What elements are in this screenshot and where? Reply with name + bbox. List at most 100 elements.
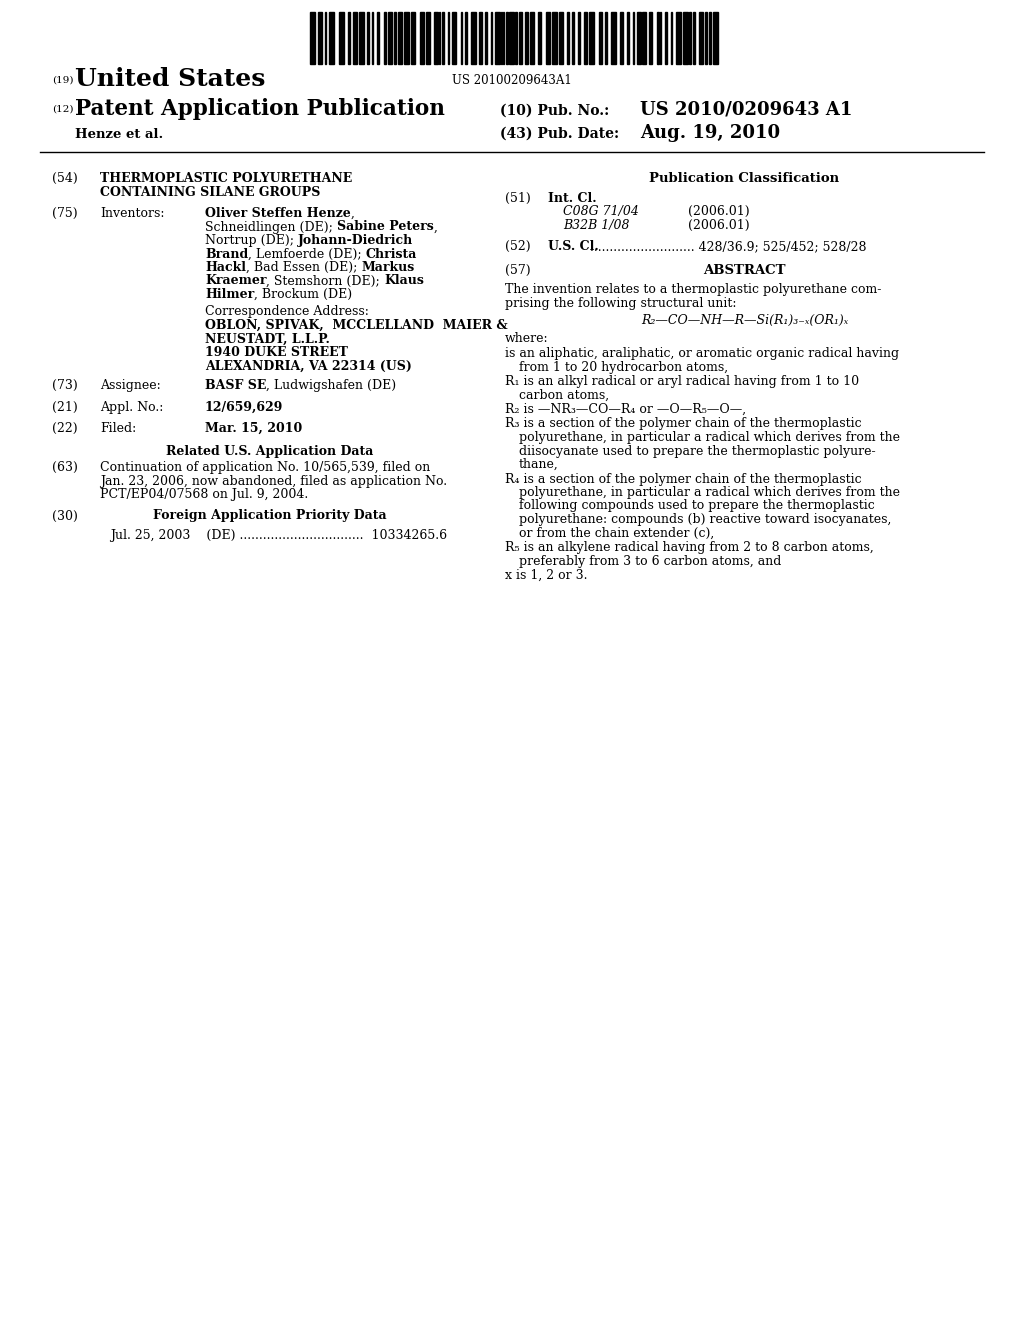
Text: Publication Classification: Publication Classification: [649, 172, 840, 185]
Bar: [515, 12, 517, 63]
Bar: [377, 12, 379, 63]
Text: OBLON, SPIVAK,  MCCLELLAND  MAIER &: OBLON, SPIVAK, MCCLELLAND MAIER &: [205, 319, 508, 333]
Text: , Bad Essen (DE);: , Bad Essen (DE);: [246, 261, 361, 275]
Text: (22): (22): [52, 422, 78, 436]
Text: (57): (57): [505, 264, 530, 276]
Text: Schneidlingen (DE);: Schneidlingen (DE);: [205, 220, 337, 234]
Text: Oliver Steffen Henze: Oliver Steffen Henze: [205, 207, 351, 220]
Bar: [559, 12, 563, 63]
Text: or from the chain extender (c),: or from the chain extender (c),: [519, 527, 715, 540]
Text: BASF SE: BASF SE: [205, 379, 266, 392]
Bar: [699, 12, 703, 63]
Text: CONTAINING SILANE GROUPS: CONTAINING SILANE GROUPS: [100, 186, 321, 198]
Bar: [693, 12, 695, 63]
Text: ,: ,: [351, 207, 354, 220]
Text: , Stemshorn (DE);: , Stemshorn (DE);: [266, 275, 384, 288]
Bar: [589, 12, 594, 63]
Bar: [318, 12, 322, 63]
Bar: [426, 12, 430, 63]
Text: R₃ is a section of the polymer chain of the thermoplastic: R₃ is a section of the polymer chain of …: [505, 417, 861, 430]
Bar: [599, 12, 602, 63]
Text: 12/659,629: 12/659,629: [205, 400, 284, 413]
Bar: [705, 12, 707, 63]
Bar: [530, 12, 534, 63]
Text: (43) Pub. Date:: (43) Pub. Date:: [500, 127, 620, 141]
Text: Aug. 19, 2010: Aug. 19, 2010: [640, 124, 780, 143]
Text: Correspondence Address:: Correspondence Address:: [205, 305, 369, 318]
Bar: [649, 12, 652, 63]
Bar: [452, 12, 456, 63]
Bar: [339, 12, 344, 63]
Bar: [411, 12, 415, 63]
Bar: [519, 12, 522, 63]
Bar: [394, 12, 396, 63]
Text: (2006.01): (2006.01): [688, 205, 750, 218]
Text: R₂—CO—NH—R—Si(R₁)₃₋ₓ(OR₁)ₓ: R₂—CO—NH—R—Si(R₁)₃₋ₓ(OR₁)ₓ: [641, 314, 848, 327]
Text: NEUSTADT, L.L.P.: NEUSTADT, L.L.P.: [205, 333, 330, 346]
Text: Kraemer: Kraemer: [205, 275, 266, 288]
Text: (10) Pub. No.:: (10) Pub. No.:: [500, 104, 609, 117]
Bar: [506, 12, 508, 63]
Text: Markus: Markus: [361, 261, 415, 275]
Bar: [611, 12, 616, 63]
Text: C08G 71/04: C08G 71/04: [563, 205, 639, 218]
Text: Johann-Diedrich: Johann-Diedrich: [298, 234, 414, 247]
Text: U.S. Cl.: U.S. Cl.: [548, 240, 599, 253]
Text: (73): (73): [52, 379, 78, 392]
Text: ALEXANDRIA, VA 22314 (US): ALEXANDRIA, VA 22314 (US): [205, 359, 412, 372]
Text: (2006.01): (2006.01): [688, 219, 750, 231]
Text: (54): (54): [52, 172, 78, 185]
Text: (52): (52): [505, 240, 530, 253]
Text: Appl. No.:: Appl. No.:: [100, 400, 164, 413]
Text: carbon atoms,: carbon atoms,: [519, 388, 609, 401]
Bar: [572, 12, 574, 63]
Text: x is 1, 2 or 3.: x is 1, 2 or 3.: [505, 569, 588, 582]
Text: The invention relates to a thermoplastic polyurethane com-: The invention relates to a thermoplastic…: [505, 282, 882, 296]
Text: thane,: thane,: [519, 458, 559, 471]
Text: R₁ is an alkyl radical or aryl radical having from 1 to 10: R₁ is an alkyl radical or aryl radical h…: [505, 375, 859, 388]
Text: , Ludwigshafen (DE): , Ludwigshafen (DE): [266, 379, 396, 392]
Bar: [713, 12, 718, 63]
Text: Christa: Christa: [366, 248, 417, 260]
Text: Hilmer: Hilmer: [205, 288, 254, 301]
Bar: [689, 12, 691, 63]
Text: (30): (30): [52, 510, 78, 523]
Text: prising the following structural unit:: prising the following structural unit:: [505, 297, 736, 309]
Bar: [329, 12, 334, 63]
Text: US 20100209643A1: US 20100209643A1: [453, 74, 571, 87]
Bar: [546, 12, 550, 63]
Text: from 1 to 20 hydrocarbon atoms,: from 1 to 20 hydrocarbon atoms,: [519, 360, 728, 374]
Bar: [627, 12, 629, 63]
Text: Assignee:: Assignee:: [100, 379, 161, 392]
Text: (12): (12): [52, 106, 74, 114]
Text: PCT/EP04/07568 on Jul. 9, 2004.: PCT/EP04/07568 on Jul. 9, 2004.: [100, 488, 308, 502]
Text: following compounds used to prepare the thermoplastic: following compounds used to prepare the …: [519, 499, 874, 512]
Text: preferably from 3 to 6 carbon atoms, and: preferably from 3 to 6 carbon atoms, and: [519, 554, 781, 568]
Bar: [442, 12, 444, 63]
Bar: [657, 12, 659, 63]
Text: ABSTRACT: ABSTRACT: [703, 264, 785, 276]
Bar: [709, 12, 711, 63]
Bar: [367, 12, 369, 63]
Bar: [434, 12, 438, 63]
Text: Int. Cl.: Int. Cl.: [548, 191, 597, 205]
Text: (19): (19): [52, 77, 74, 84]
Text: THERMOPLASTIC POLYURETHANE: THERMOPLASTIC POLYURETHANE: [100, 172, 352, 185]
Text: polyurethane, in particular a radical which derives from the: polyurethane, in particular a radical wh…: [519, 486, 900, 499]
Text: United States: United States: [75, 67, 265, 91]
Text: polyurethane: compounds (b) reactive toward isocyanates,: polyurethane: compounds (b) reactive tow…: [519, 513, 891, 525]
Bar: [567, 12, 569, 63]
Text: R₂ is —NR₃—CO—R₄ or —O—R₅—O—,: R₂ is —NR₃—CO—R₄ or —O—R₅—O—,: [505, 403, 746, 416]
Text: (75): (75): [52, 207, 78, 220]
Text: US 2010/0209643 A1: US 2010/0209643 A1: [640, 102, 852, 119]
Text: Mar. 15, 2010: Mar. 15, 2010: [205, 422, 302, 436]
Text: ........................... 428/36.9; 525/452; 528/28: ........................... 428/36.9; 52…: [590, 240, 866, 253]
Text: Foreign Application Priority Data: Foreign Application Priority Data: [154, 510, 387, 523]
Text: Jul. 25, 2003    (DE) ................................  10334265.6: Jul. 25, 2003 (DE) .....................…: [110, 529, 447, 543]
Text: Jan. 23, 2006, now abandoned, filed as application No.: Jan. 23, 2006, now abandoned, filed as a…: [100, 474, 447, 487]
Text: R₅ is an alkylene radical having from 2 to 8 carbon atoms,: R₅ is an alkylene radical having from 2 …: [505, 541, 873, 554]
Bar: [388, 12, 392, 63]
Bar: [495, 12, 500, 63]
Text: (21): (21): [52, 400, 78, 413]
Text: , Lemfoerde (DE);: , Lemfoerde (DE);: [248, 248, 366, 260]
